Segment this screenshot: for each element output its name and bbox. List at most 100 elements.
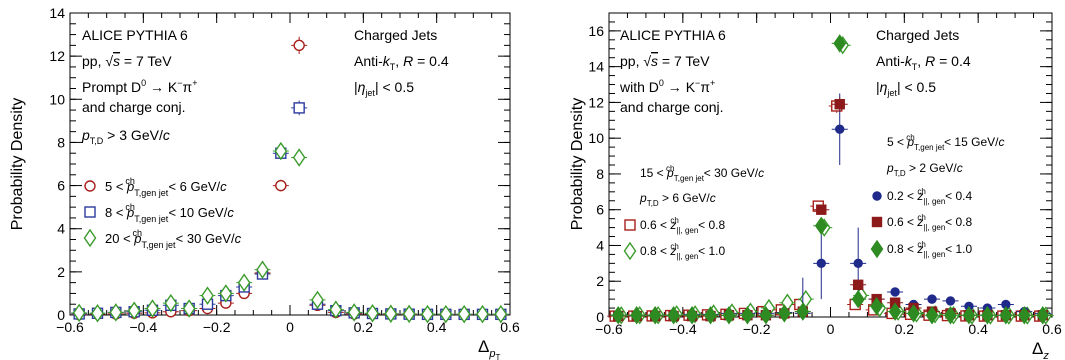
right-series-3-point bbox=[945, 296, 956, 306]
left-series-3-point bbox=[72, 303, 86, 323]
right-series-5-point bbox=[962, 305, 976, 325]
right-annot-experiment: ALICE PYTHIA 6 bbox=[620, 27, 726, 43]
left-series-3-point bbox=[476, 304, 489, 324]
left-y-tick-label: 0 bbox=[57, 307, 65, 323]
left-y-tick-label: 14 bbox=[49, 5, 65, 21]
right-y-tick-label: 10 bbox=[588, 130, 604, 146]
left-series-3-point bbox=[256, 260, 269, 279]
left-series-2-point bbox=[293, 102, 305, 114]
left-legend-marker-3 bbox=[83, 228, 97, 248]
right-series-5-point bbox=[925, 305, 939, 325]
right-legend-high-label-1: 0.6 < z||, gench < 0.8 bbox=[640, 216, 725, 235]
left-y-tick-label: 8 bbox=[57, 134, 65, 150]
right-series-5-point bbox=[814, 216, 828, 236]
right-series-5-point bbox=[741, 305, 754, 325]
left-series-3-point bbox=[329, 300, 343, 319]
left-x-tick-label: −0.6 bbox=[56, 319, 84, 335]
left-x-tick-label: 0.4 bbox=[427, 319, 447, 335]
left-legend-label-1: 5 < pT,gen jetch < 6 GeV/c bbox=[105, 176, 227, 198]
left-legend-label-3: 20 < pT,gen jetch < 30 GeV/c bbox=[105, 228, 242, 250]
left-series-3-point bbox=[146, 299, 159, 318]
right-y-tick-label: 4 bbox=[596, 237, 604, 253]
right-annot-antikt: Anti-kT, R = 0.4 bbox=[876, 53, 971, 72]
right-y-tick-label: 8 bbox=[596, 166, 604, 182]
right-annot-decay: with D0 → K−π+ bbox=[619, 78, 715, 95]
left-series-3-point bbox=[182, 299, 196, 318]
left-axes: −0.6 −0.4 −0.2 0 0.2 0.4 0.6 0 2 4 6 8 10 12 14 bbox=[49, 5, 520, 335]
right-x-tick-label: −0.2 bbox=[743, 321, 771, 337]
left-legend-marker-2 bbox=[84, 206, 96, 218]
left-marks bbox=[71, 36, 509, 324]
right-legend-high-header-1: 15 < pT,gen jetch < 30 GeV/c bbox=[640, 164, 764, 183]
right-annot-system: pp, √s = 7 TeV bbox=[620, 53, 710, 69]
left-legend-label-2: 8 < pT,gen jetch < 10 GeV/c bbox=[105, 202, 234, 224]
right-series-5-point bbox=[648, 305, 662, 325]
right-legend-high-marker-1 bbox=[624, 219, 636, 231]
left-legend-marker-1 bbox=[84, 180, 96, 192]
left-series-3-point bbox=[91, 304, 104, 323]
left-series-3-point bbox=[311, 290, 324, 310]
right-series-5-point bbox=[778, 304, 791, 323]
left-annot-conj: and charge conj. bbox=[82, 99, 186, 115]
right-legend-low-marker-3 bbox=[870, 239, 884, 259]
right-x-tick-label: 0.2 bbox=[895, 321, 915, 337]
left-series-3-point bbox=[347, 303, 361, 322]
left-series-3-point bbox=[439, 304, 453, 324]
left-annot-ptd: pT,D > 3 GeV/c bbox=[81, 127, 170, 146]
left-series-1-point bbox=[275, 179, 287, 192]
right-legend-low-marker-2 bbox=[871, 216, 883, 228]
right-series-5-point bbox=[759, 305, 773, 325]
left-annot-eta: |ηjet| < 0.5 bbox=[354, 79, 414, 98]
right-series-4-point bbox=[852, 279, 864, 291]
left-legend: 5 < pT,gen jetch < 6 GeV/c 8 < pT,gen je… bbox=[83, 176, 242, 250]
left-x-tick-label: −0.4 bbox=[130, 319, 158, 335]
right-legend-high: 15 < pT,gen jetch < 30 GeV/c pT,D > 6 Ge… bbox=[623, 164, 764, 261]
left-series-1-point bbox=[293, 39, 305, 52]
right-series-4-point bbox=[834, 98, 845, 110]
left-x-axis-title: ΔpT bbox=[478, 337, 500, 360]
right-legend-low-label-2: 0.6 < z||, gench < 0.8 bbox=[887, 213, 972, 232]
left-series-3-point bbox=[237, 273, 251, 292]
right-legend-low-header-1: 5 < pT,gen jetch < 15 GeV/c bbox=[887, 133, 1004, 152]
right-series-5-point bbox=[685, 305, 699, 325]
right-series-5-point bbox=[944, 305, 957, 325]
right-y-axis-title: Probability Density bbox=[569, 98, 586, 231]
right-x-tick-label: 0.4 bbox=[968, 321, 988, 337]
left-series-3-point bbox=[201, 286, 214, 305]
right-x-tick-label: −0.4 bbox=[669, 321, 697, 337]
left-series-3-point bbox=[421, 304, 434, 324]
right-y-tick-label: 6 bbox=[596, 202, 604, 218]
right-series-5-point bbox=[999, 305, 1013, 325]
right-series-3-point bbox=[853, 258, 863, 269]
right-annot-charged-jets: Charged Jets bbox=[876, 27, 959, 43]
right-series-3-point bbox=[816, 258, 826, 269]
right-series-5-point bbox=[704, 305, 717, 325]
right-legend-low: 5 < pT,gen jetch < 15 GeV/c pT,D > 2 GeV… bbox=[870, 133, 1004, 259]
right-series-5-point bbox=[888, 302, 902, 321]
left-annot-charged-jets: Charged Jets bbox=[354, 27, 437, 43]
left-y-tick-label: 12 bbox=[49, 48, 65, 64]
left-y-tick-label: 4 bbox=[57, 221, 65, 237]
left-annot-antikt: Anti-kT, R = 0.4 bbox=[354, 53, 449, 72]
right-series-5-point bbox=[630, 305, 644, 325]
right-marks bbox=[607, 34, 1054, 325]
left-series-3-point bbox=[384, 304, 398, 323]
left-y-tick-label: 6 bbox=[57, 178, 65, 194]
right-y-tick-label: 16 bbox=[588, 23, 604, 39]
right-legend-low-marker-1 bbox=[872, 191, 882, 201]
right-series-3-point bbox=[835, 124, 845, 134]
right-x-tick-label: 0.6 bbox=[1042, 321, 1062, 337]
right-panel: −0.6 −0.4 −0.2 0 0.2 0.4 0.6 0 2 4 6 8 10 12 14 16 Prob… bbox=[569, 12, 1062, 360]
left-y-axis-title: Probability Density bbox=[9, 98, 26, 231]
right-legend-low-label-3: 0.8 < z||, gench < 1.0 bbox=[887, 240, 972, 259]
right-legend-low-label-1: 0.2 < z||, gench < 0.4 bbox=[887, 187, 972, 206]
right-annot-eta: |ηjet| < 0.5 bbox=[876, 79, 936, 98]
left-series-3-point bbox=[292, 148, 306, 167]
left-series-3-point bbox=[494, 304, 508, 324]
right-x-tick-label: 0 bbox=[827, 321, 835, 337]
right-series-5-point bbox=[611, 305, 625, 325]
left-series-3-point bbox=[219, 284, 233, 303]
left-x-tick-label: 0 bbox=[286, 319, 294, 335]
left-series-3-point bbox=[164, 293, 178, 313]
